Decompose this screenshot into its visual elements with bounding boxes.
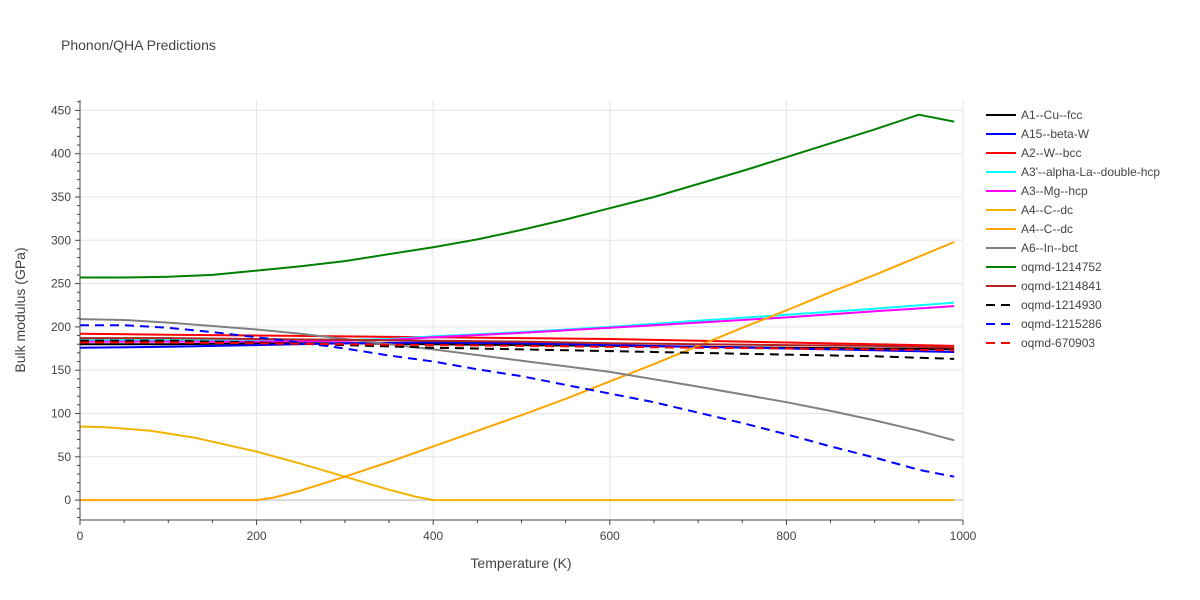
x-tick-label: 0 xyxy=(77,529,84,543)
series-line-A6--In--bct[interactable] xyxy=(79,318,955,442)
legend-label: oqmd-1215286 xyxy=(1021,317,1102,331)
legend-label: A3--Mg--hcp xyxy=(1021,184,1088,198)
legend-label: oqmd-1214930 xyxy=(1021,298,1102,312)
legend-label: oqmd-1214841 xyxy=(1021,279,1102,293)
legend-item[interactable]: oqmd-1215286 xyxy=(986,317,1102,331)
series-line-oqmd-1214841[interactable] xyxy=(80,337,955,349)
x-tick-label: 200 xyxy=(247,529,267,543)
legend-item[interactable]: A4--C--dc xyxy=(986,222,1073,236)
x-tick-label: 800 xyxy=(776,529,796,543)
y-tick-label: 350 xyxy=(51,190,71,204)
legend-item[interactable]: A2--W--bcc xyxy=(986,146,1081,160)
x-axis-title: Temperature (K) xyxy=(470,555,571,571)
series-line-A2--W--bcc[interactable] xyxy=(79,332,955,347)
y-tick-label: 100 xyxy=(51,406,71,420)
series-line-oqmd-1214930[interactable] xyxy=(80,339,955,360)
legend-label: A15--beta-W xyxy=(1021,127,1090,141)
legend-item[interactable]: A4--C--dc xyxy=(986,203,1073,217)
y-tick-label: 300 xyxy=(51,233,71,247)
legend-item[interactable]: A6--In--bct xyxy=(986,241,1078,255)
axes: 0 200 400 600 800 1000 0 50 100 150 200 250 300 350 40… xyxy=(51,100,977,543)
legend-item[interactable]: oqmd-1214930 xyxy=(986,298,1102,312)
legend-item[interactable]: A3'--alpha-La--double-hcp xyxy=(986,165,1160,179)
legend-item[interactable]: A1--Cu--fcc xyxy=(986,108,1082,122)
legend-item[interactable]: A15--beta-W xyxy=(986,127,1090,141)
chart-title: Phonon/QHA Predictions xyxy=(61,37,216,53)
legend-label: A6--In--bct xyxy=(1021,241,1078,255)
y-tick-label: 0 xyxy=(64,493,71,507)
legend-item[interactable]: oqmd-1214841 xyxy=(986,279,1102,293)
series-line-A3--Mg--hcp[interactable] xyxy=(80,305,955,343)
y-tick-label: 200 xyxy=(51,320,71,334)
y-tick-label: 150 xyxy=(51,363,71,377)
legend-label: oqmd-1214752 xyxy=(1021,260,1102,274)
series-line-A4--C--dc[interactable] xyxy=(80,241,955,502)
legend-label: A4--C--dc xyxy=(1021,222,1073,236)
y-tick-label: 450 xyxy=(51,103,71,117)
legend[interactable]: A1--Cu--fcc A15--beta-W A2--W--bcc A3'--alp… xyxy=(986,108,1160,350)
plot-area[interactable] xyxy=(79,113,955,502)
legend-label: A1--Cu--fcc xyxy=(1021,108,1082,122)
legend-label: oqmd-670903 xyxy=(1021,336,1095,350)
grid xyxy=(80,100,964,520)
series-line-A4--C--dc[interactable] xyxy=(79,425,955,502)
legend-item[interactable]: oqmd-670903 xyxy=(986,336,1095,350)
y-tick-label: 400 xyxy=(51,147,71,161)
x-tick-label: 600 xyxy=(600,529,620,543)
y-axis-title: Bulk modulus (GPa) xyxy=(12,247,28,372)
y-tick-label: 250 xyxy=(51,277,71,291)
x-tick-label: 400 xyxy=(423,529,443,543)
legend-label: A3'--alpha-La--double-hcp xyxy=(1021,165,1160,179)
legend-label: A4--C--dc xyxy=(1021,203,1073,217)
legend-item[interactable]: oqmd-1214752 xyxy=(986,260,1102,274)
legend-label: A2--W--bcc xyxy=(1021,146,1081,160)
x-tick-label: 1000 xyxy=(950,529,977,543)
y-tick-label: 50 xyxy=(58,450,72,464)
legend-item[interactable]: A3--Mg--hcp xyxy=(986,184,1088,198)
series-line-oqmd-1214752[interactable] xyxy=(80,113,955,279)
series-line-oqmd-670903[interactable] xyxy=(80,341,955,352)
